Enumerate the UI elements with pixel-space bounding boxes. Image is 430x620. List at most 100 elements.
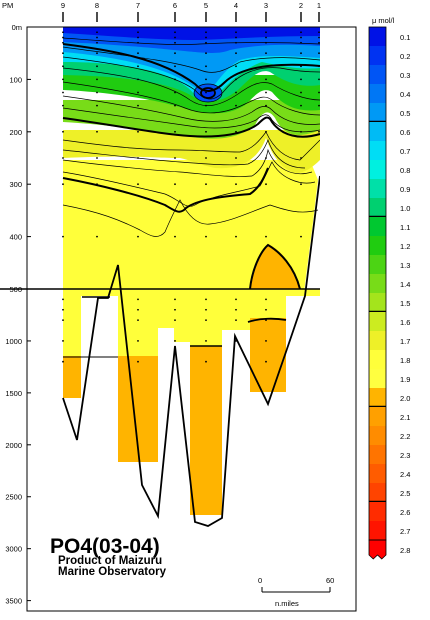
sample-dot [265, 31, 267, 34]
sample-dot [96, 65, 98, 68]
sample-dot [62, 183, 64, 186]
colorbar-swatch [369, 369, 386, 388]
sample-dot [235, 157, 237, 159]
sample-dot [174, 319, 176, 322]
station-label-7: 7 [136, 1, 140, 10]
sample-dot [235, 319, 237, 322]
depth-axis: 0m 100 200 300 400 500 1000 1500 2000 2500 3000 350… [5, 23, 31, 606]
colorbar-swatch [369, 312, 386, 331]
sample-dot [62, 52, 64, 55]
sample-dot [137, 183, 139, 186]
lower-orange-col-3 [250, 318, 286, 392]
colorbar-swatch [369, 46, 386, 65]
field-band-light-green [63, 130, 320, 173]
bottom-topography [62, 175, 321, 527]
chart-title: PO4(03-04) [50, 535, 160, 558]
colorbar-level-label: 1.3 [400, 261, 410, 270]
station-label-3: 3 [264, 1, 268, 10]
sample-dot [265, 130, 267, 133]
station-label-1: 1 [317, 1, 321, 10]
sample-dot [265, 308, 267, 311]
upper-section-field [62, 27, 321, 289]
depth-tick-label: 100 [9, 75, 22, 84]
sample-dot [137, 104, 139, 107]
colorbar-level-label: 1.5 [400, 299, 410, 308]
depth-tick-label: 3500 [5, 597, 22, 606]
sample-dot [205, 340, 207, 342]
sample-dot [265, 104, 267, 107]
colorbar-swatch [369, 103, 386, 122]
sample-dot [205, 31, 207, 34]
sample-dot [318, 36, 320, 39]
sample-dot [96, 104, 98, 107]
colorbar-swatch [369, 160, 386, 179]
sample-dot [318, 104, 320, 107]
station-label-9: 9 [61, 1, 65, 10]
colorbar-level-label: 2.6 [400, 508, 410, 517]
colorbar-level-label: 2.1 [400, 413, 410, 422]
sample-dot [96, 52, 98, 55]
sample-dot [137, 298, 139, 301]
sample-dots [62, 31, 320, 363]
sample-dot [62, 36, 64, 39]
chart-subtitle-line1: Product of Maizuru [58, 555, 162, 567]
sample-dot [235, 298, 237, 301]
colorbar-swatch [369, 198, 386, 217]
sample-dot [62, 41, 64, 44]
sample-dot [265, 65, 267, 68]
sample-dot [205, 235, 207, 238]
sample-dot [265, 340, 267, 342]
sample-dot [300, 235, 302, 238]
colorbar-swatch [369, 236, 386, 255]
colorbar-level-label: 2.8 [400, 546, 410, 555]
sample-dot [318, 41, 320, 44]
colorbar-level-label: 1.9 [400, 375, 410, 384]
depth-tick-label: 1500 [5, 389, 22, 398]
sample-dot [62, 298, 64, 301]
colorbar-swatch [369, 293, 386, 312]
sample-dot [96, 157, 98, 159]
depth-tick-label: 200 [9, 128, 22, 137]
colorbar-swatch [369, 255, 386, 274]
field-band-deep-blue [63, 27, 320, 40]
sample-dot [235, 78, 237, 81]
colorbar-swatch [369, 179, 386, 198]
sample-dot [265, 319, 267, 322]
colorbar-swatch [369, 521, 386, 540]
station-labels: 9 8 7 6 5 4 3 2 1 [61, 1, 321, 22]
sample-dot [265, 360, 267, 363]
colorbar-level-label: 2.0 [400, 394, 410, 403]
sample-dot [205, 183, 207, 186]
scale-end-label: 60 [326, 576, 334, 585]
sample-dot [265, 36, 267, 39]
sample-dot [62, 130, 64, 133]
sample-dot [235, 130, 237, 133]
sample-dot [235, 340, 237, 342]
colorbar-swatch [369, 27, 386, 46]
sample-dot [137, 65, 139, 68]
sample-dot [235, 235, 237, 238]
sample-dot [174, 340, 176, 342]
distance-scale-bar: 0 60 n.miles [258, 576, 334, 608]
sample-dot [205, 36, 207, 39]
sample-dot [137, 340, 139, 342]
sample-dot [318, 78, 320, 81]
colorbar-swatch [369, 84, 386, 103]
sample-dot [137, 235, 139, 238]
sample-dot [235, 41, 237, 44]
colorbar: μ mol/l 0.1 0.2 0.3 0.4 0.5 0.6 0.7 0.8 0.9 1.0 1.… [368, 16, 410, 560]
colorbar-level-label: 1.7 [400, 337, 410, 346]
sample-dot [300, 36, 302, 39]
colorbar-level-label: 1.2 [400, 242, 410, 251]
colorbar-level-label: 0.8 [400, 166, 410, 175]
colorbar-level-label: 1.6 [400, 318, 410, 327]
sample-dot [235, 308, 237, 311]
colorbar-level-label: 2.7 [400, 527, 410, 536]
sample-dot [96, 130, 98, 133]
colorbar-level-label: 0.4 [400, 90, 410, 99]
sample-dot [174, 235, 176, 238]
sample-dot [205, 360, 207, 363]
sample-dot [265, 52, 267, 55]
sample-dot [62, 308, 64, 311]
sample-dot [96, 41, 98, 44]
